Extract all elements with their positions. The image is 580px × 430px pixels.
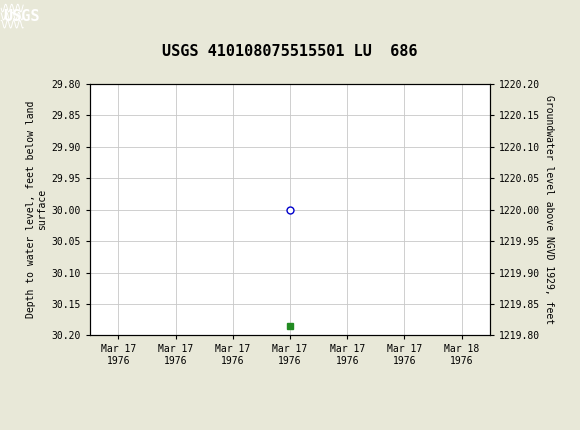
Text: USGS: USGS xyxy=(3,9,39,24)
Y-axis label: Groundwater level above NGVD 1929, feet: Groundwater level above NGVD 1929, feet xyxy=(545,95,554,324)
Text: USGS 410108075515501 LU  686: USGS 410108075515501 LU 686 xyxy=(162,44,418,59)
Y-axis label: Depth to water level, feet below land
surface: Depth to water level, feet below land su… xyxy=(26,101,48,318)
